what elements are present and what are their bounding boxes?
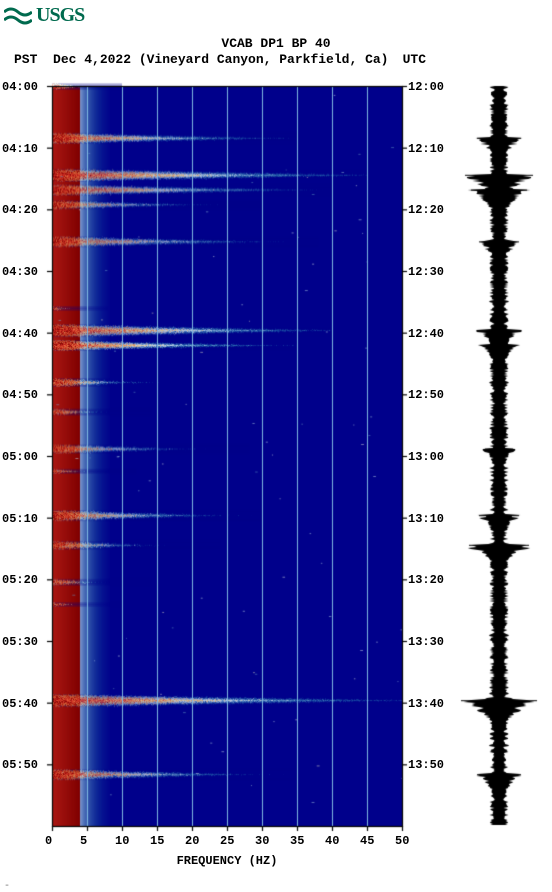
tick-label: 13:00 <box>408 450 444 464</box>
tick-label: 0 <box>45 834 52 848</box>
tick-label: 40 <box>325 834 339 848</box>
usgs-logo: USGS <box>4 4 84 27</box>
plot-title-line1: VCAB DP1 BP 40 <box>0 36 552 52</box>
tick-label: 05:40 <box>2 697 38 711</box>
tick-label: 25 <box>220 834 234 848</box>
spectrogram-canvas <box>0 80 552 850</box>
tick-label: 13:30 <box>408 635 444 649</box>
usgs-wave-icon <box>4 6 32 26</box>
tick-label: 05:00 <box>2 450 38 464</box>
plot-title-date: Dec 4,2022 (Vineyard Canyon, Parkfield, … <box>53 52 388 67</box>
usgs-logo-text: USGS <box>36 4 84 27</box>
footer-mark: - <box>4 881 10 892</box>
tick-label: 13:50 <box>408 758 444 772</box>
tick-label: 12:10 <box>408 142 444 156</box>
tick-label: 10 <box>115 834 129 848</box>
tick-label: 04:50 <box>2 388 38 402</box>
tick-label: 12:00 <box>408 80 444 94</box>
plot-title-block: VCAB DP1 BP 40 PST Dec 4,2022 (Vineyard … <box>0 36 552 69</box>
tick-label: 05:20 <box>2 573 38 587</box>
tick-label: 12:20 <box>408 203 444 217</box>
tick-label: 12:40 <box>408 327 444 341</box>
plot-area: 04:00 04:10 04:20 04:30 04:40 04:50 05:00 05:10… <box>0 80 552 870</box>
tick-label: 05:50 <box>2 758 38 772</box>
tick-label: 04:40 <box>2 327 38 341</box>
tick-label: 15 <box>150 834 164 848</box>
tick-label: 13:20 <box>408 573 444 587</box>
tick-label: 04:00 <box>2 80 38 94</box>
tick-label: 13:40 <box>408 697 444 711</box>
tick-label: 04:20 <box>2 203 38 217</box>
tick-label: 05:30 <box>2 635 38 649</box>
tick-label: 12:30 <box>408 265 444 279</box>
tick-label: 35 <box>290 834 304 848</box>
tick-label: 13:10 <box>408 512 444 526</box>
tick-label: 04:30 <box>2 265 38 279</box>
tick-label: 20 <box>185 834 199 848</box>
utc-label: UTC <box>403 52 426 68</box>
tick-label: 12:50 <box>408 388 444 402</box>
pst-label: PST <box>14 52 37 67</box>
tick-label: 5 <box>80 834 87 848</box>
frequency-axis-label: FREQUENCY (HZ) <box>52 854 402 868</box>
tick-label: 45 <box>360 834 374 848</box>
tick-label: 04:10 <box>2 142 38 156</box>
tick-label: 05:10 <box>2 512 38 526</box>
tick-label: 30 <box>255 834 269 848</box>
tick-label: 50 <box>395 834 409 848</box>
